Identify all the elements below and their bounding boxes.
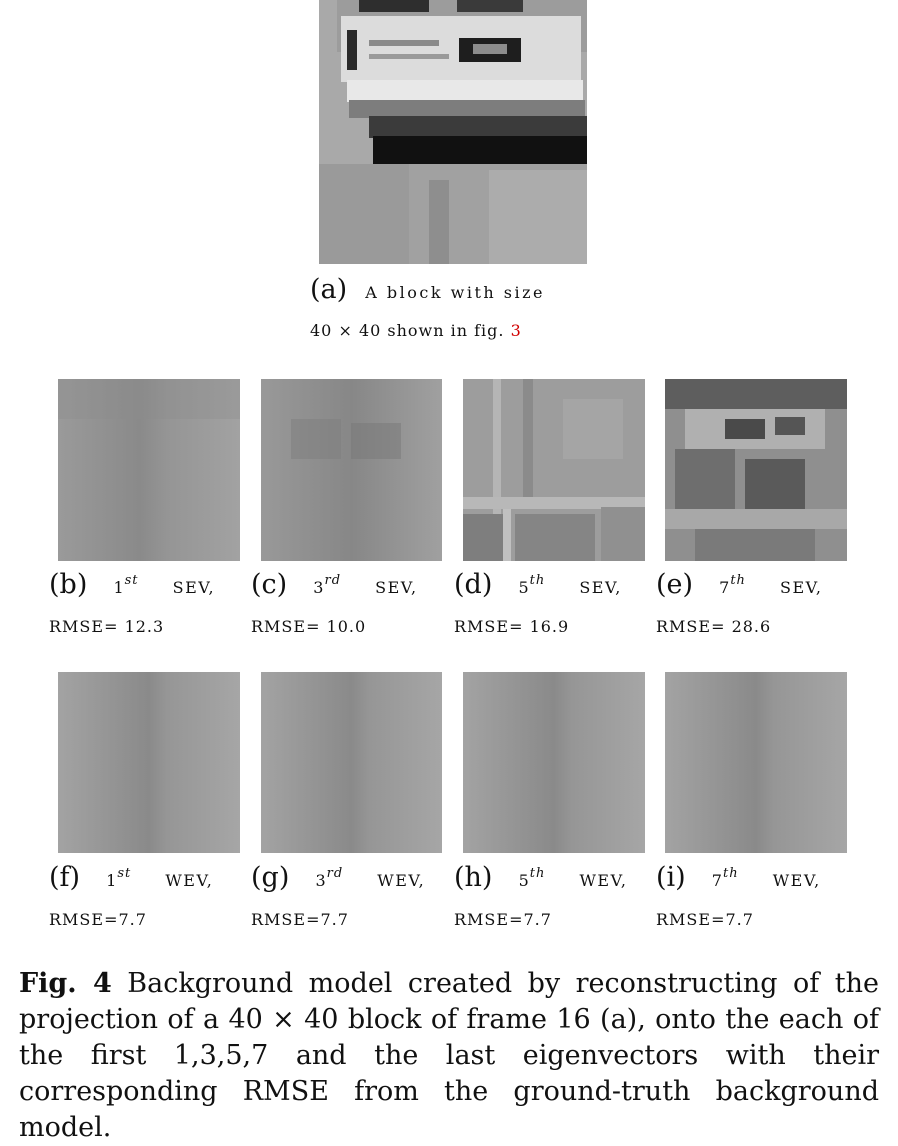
panel-c-kind: SEV,	[375, 578, 418, 597]
panel-g-image	[261, 672, 442, 853]
panel-e-ordinal-suffix: th	[730, 573, 746, 588]
panel-b-caption: (b) 1st SEV,	[49, 569, 215, 600]
panel-f-caption: (f) 1st WEV,	[49, 862, 213, 893]
figure-caption-text: Background model created by reconstructi…	[19, 968, 879, 1143]
panel-c-ordinal-suffix: rd	[324, 573, 342, 588]
panel-f-image	[58, 672, 240, 853]
panel-i-kind: WEV,	[772, 871, 821, 890]
panel-i-ordinal-suffix: th	[722, 866, 739, 881]
panel-i-rmse: RMSE=7.7	[656, 910, 754, 929]
panel-g-ordinal: 3	[315, 871, 327, 890]
panel-b-image	[58, 379, 240, 561]
panel-e-rmse: RMSE= 28.6	[656, 617, 772, 636]
panel-e-caption: (e) 7th SEV,	[656, 569, 823, 600]
panel-f-label: (f)	[49, 862, 81, 893]
panel-e-kind: SEV,	[780, 578, 823, 597]
panel-d-caption: (d) 5th SEV,	[454, 569, 622, 600]
panel-b-ordinal: 1	[113, 578, 125, 597]
panel-h-image	[463, 672, 645, 853]
panel-f-rmse: RMSE=7.7	[49, 910, 147, 929]
panel-b-rmse: RMSE= 12.3	[49, 617, 165, 636]
panel-a-image	[319, 0, 587, 264]
figure-caption: Fig. 4 Background model created by recon…	[19, 966, 879, 1146]
panel-d-rmse: RMSE= 16.9	[454, 617, 570, 636]
fig-ref-link[interactable]: 3	[510, 321, 522, 340]
panel-i-caption: (i) 7th WEV,	[656, 862, 821, 893]
panel-f-ordinal-suffix: st	[117, 866, 132, 881]
panel-i-ordinal: 7	[711, 871, 723, 890]
panel-e-label: (e)	[656, 569, 694, 600]
panel-h-rmse: RMSE=7.7	[454, 910, 552, 929]
panel-c-label: (c)	[251, 569, 288, 600]
panel-b-kind: SEV,	[172, 578, 216, 597]
panel-e-image	[665, 379, 847, 561]
panel-h-ordinal: 5	[518, 871, 530, 890]
panel-d-kind: SEV,	[579, 578, 622, 597]
panel-g-label: (g)	[251, 862, 290, 893]
panel-a-label: (a)	[310, 274, 348, 305]
panel-h-label: (h)	[454, 862, 493, 893]
panel-a-caption-text: A block with size	[365, 283, 545, 302]
figure-caption-prefix: Fig. 4	[19, 968, 112, 999]
panel-f-ordinal: 1	[106, 871, 118, 890]
panel-c-rmse: RMSE= 10.0	[251, 617, 367, 636]
panel-c-caption: (c) 3rd SEV,	[251, 569, 418, 600]
panel-d-ordinal-suffix: th	[529, 573, 546, 588]
panel-h-caption: (h) 5th WEV,	[454, 862, 627, 893]
panel-d-image	[463, 379, 645, 561]
panel-a-caption-text2: 40 × 40 shown in fig.	[310, 321, 505, 340]
panel-a-caption-line1: (a) A block with size	[310, 274, 545, 305]
panel-c-ordinal: 3	[313, 578, 325, 597]
panel-i-label: (i)	[656, 862, 686, 893]
panel-b-ordinal-suffix: st	[124, 573, 139, 588]
panel-a-caption-line2: 40 × 40 shown in fig. 3	[310, 321, 522, 340]
panel-g-rmse: RMSE=7.7	[251, 910, 349, 929]
panel-i-image	[665, 672, 847, 853]
panel-f-kind: WEV,	[165, 871, 214, 890]
panel-g-ordinal-suffix: rd	[326, 866, 344, 881]
panel-g-kind: WEV,	[377, 871, 426, 890]
panel-d-label: (d)	[454, 569, 493, 600]
panel-b-label: (b)	[49, 569, 88, 600]
panel-g-caption: (g) 3rd WEV,	[251, 862, 425, 893]
panel-c-image	[261, 379, 442, 561]
panel-e-ordinal: 7	[719, 578, 731, 597]
panel-h-ordinal-suffix: th	[529, 866, 546, 881]
panel-d-ordinal: 5	[518, 578, 530, 597]
panel-h-kind: WEV,	[579, 871, 628, 890]
